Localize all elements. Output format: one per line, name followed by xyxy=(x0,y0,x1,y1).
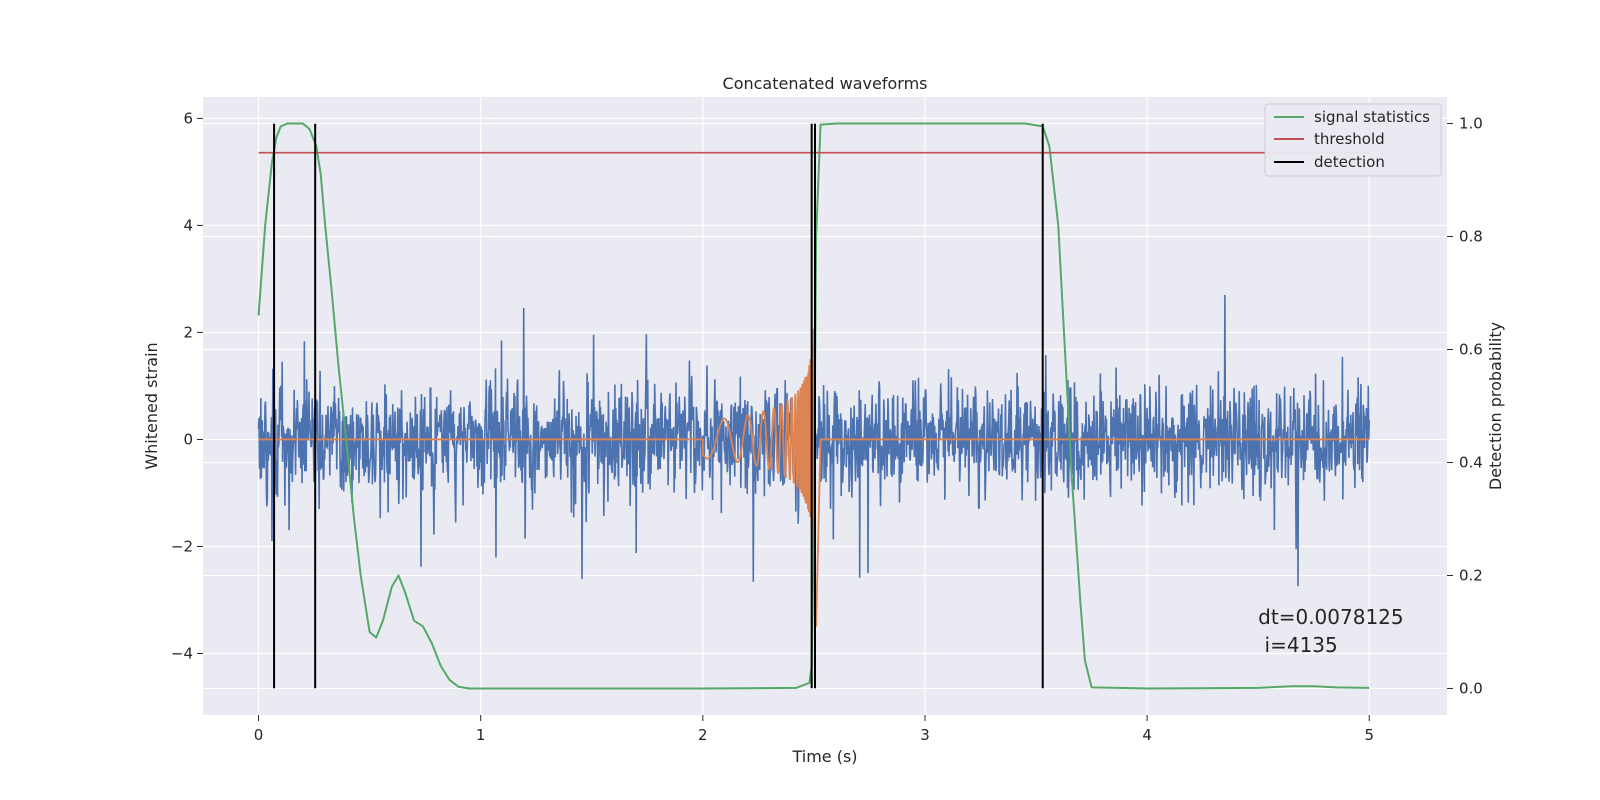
x-tick-label: 0 xyxy=(254,726,264,744)
y-right-tick-label: 0.2 xyxy=(1459,566,1483,584)
y-axis-label: Whitened strain xyxy=(142,342,161,469)
y-right-tick-label: 0.4 xyxy=(1459,453,1483,471)
legend-label-threshold: threshold xyxy=(1314,130,1385,148)
legend-label-detection: detection xyxy=(1314,153,1385,171)
y-tick-label: 0 xyxy=(183,430,193,448)
y-right-tick-label: 0.8 xyxy=(1459,228,1483,246)
series-signal-statistics xyxy=(257,122,1370,690)
x-tick-label: 2 xyxy=(698,726,708,744)
annotation-index: i=4135 xyxy=(1258,633,1338,657)
legend: signal statistics threshold detection xyxy=(1264,103,1442,177)
x-tick-label: 1 xyxy=(476,726,486,744)
ticks: 0 1 2 3 4 5 −4 −2 0 2 4 6 0.0 0.2 0.4 0.6 0.8 1.0 xyxy=(171,109,1483,744)
y-tick-label: 6 xyxy=(183,109,193,127)
y-tick-label: −2 xyxy=(171,537,193,555)
y-tick-label: 2 xyxy=(183,323,193,341)
x-axis-label: Time (s) xyxy=(791,747,857,766)
y-right-tick-label: 1.0 xyxy=(1459,115,1483,133)
x-tick-label: 4 xyxy=(1142,726,1152,744)
y-tick-label: 4 xyxy=(183,216,193,234)
series-injected-waveform xyxy=(258,328,1370,627)
y-right-tick-label: 0.0 xyxy=(1459,679,1483,697)
chart-title: Concatenated waveforms xyxy=(723,74,928,93)
x-tick-label: 5 xyxy=(1364,726,1374,744)
y-tick-label: −4 xyxy=(171,644,193,662)
y-axis-right-label: Detection probability xyxy=(1486,322,1505,490)
series-layer xyxy=(257,122,1371,690)
legend-box xyxy=(1264,103,1442,177)
legend-label-signal-statistics: signal statistics xyxy=(1314,108,1430,126)
annotation-dt: dt=0.0078125 xyxy=(1258,605,1403,629)
y-right-tick-label: 0.6 xyxy=(1459,341,1483,359)
annotation: dt=0.0078125 i=4135 xyxy=(1258,605,1403,657)
x-tick-label: 3 xyxy=(920,726,930,744)
